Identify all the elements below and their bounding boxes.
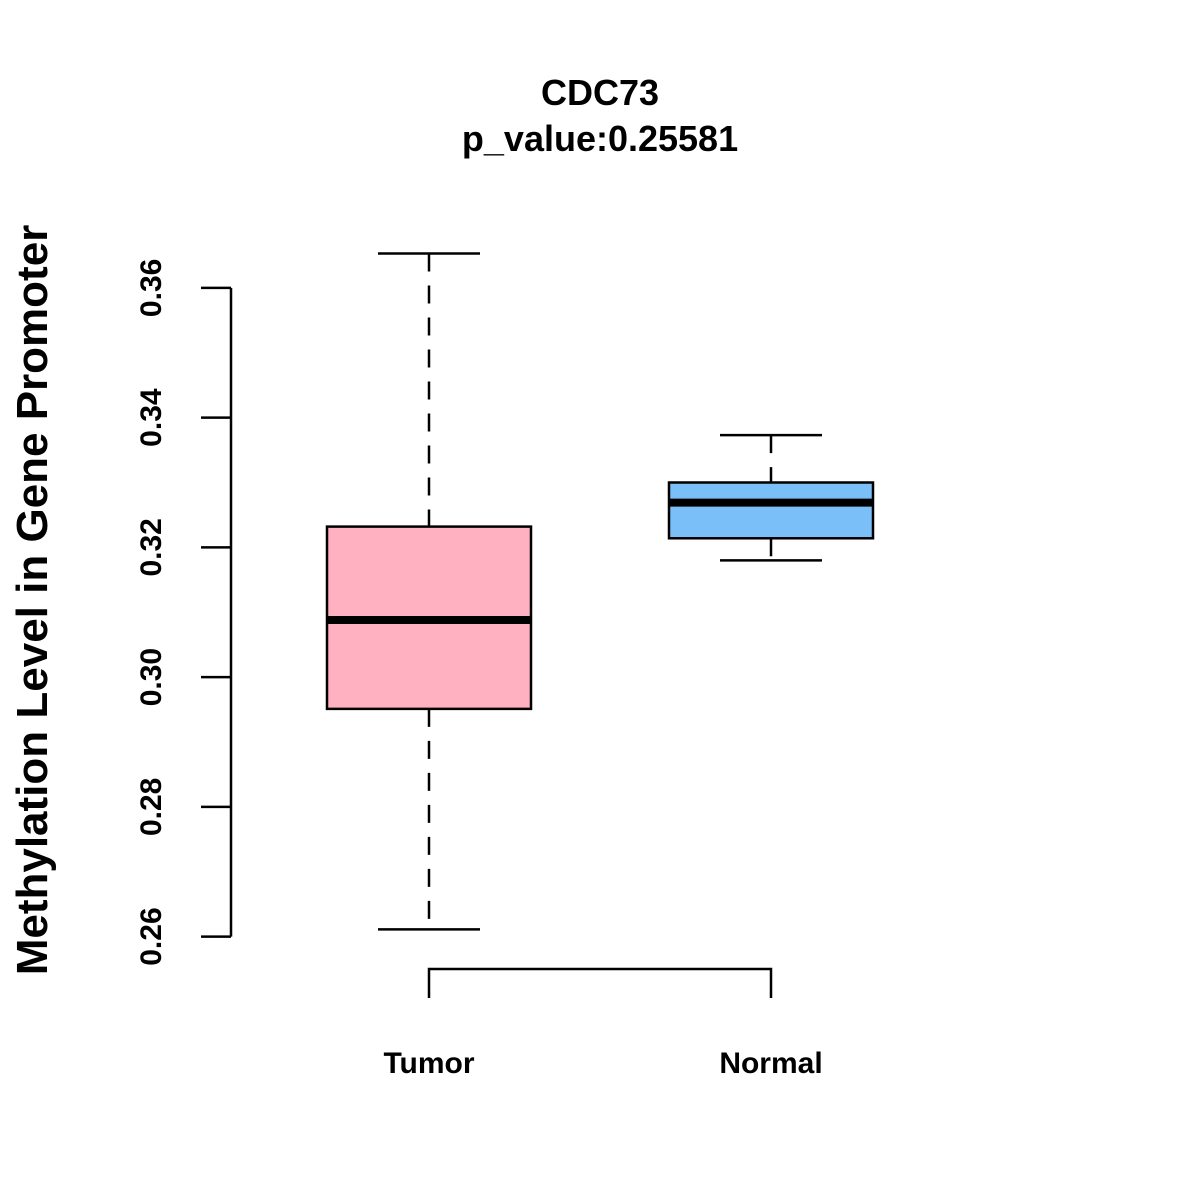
bracket-line <box>427 967 773 998</box>
box-normal <box>667 433 875 562</box>
comparison-bracket <box>427 967 773 998</box>
y-tick-label: 0.26 <box>135 907 168 965</box>
y-tick-label: 0.36 <box>135 259 168 317</box>
y-tick-label: 0.30 <box>135 648 168 706</box>
y-axis-label: Methylation Level in Gene Promoter <box>8 225 57 976</box>
chart-title: CDC73 <box>541 72 659 113</box>
y-tick-label: 0.28 <box>135 778 168 836</box>
x-tick-label: Normal <box>719 1047 822 1080</box>
boxes-group <box>325 252 875 931</box>
iqr-box <box>667 481 875 540</box>
box-tumor <box>325 252 533 931</box>
y-axis: 0.26 0.28 0.30 0.32 0.34 0.36 <box>135 259 233 966</box>
x-axis-labels: Tumor Normal <box>383 1047 822 1080</box>
chart-subtitle: p_value:0.25581 <box>462 118 738 159</box>
y-tick-label: 0.34 <box>135 388 168 447</box>
y-tick-label: 0.32 <box>135 518 168 576</box>
x-tick-label: Tumor <box>383 1047 474 1080</box>
